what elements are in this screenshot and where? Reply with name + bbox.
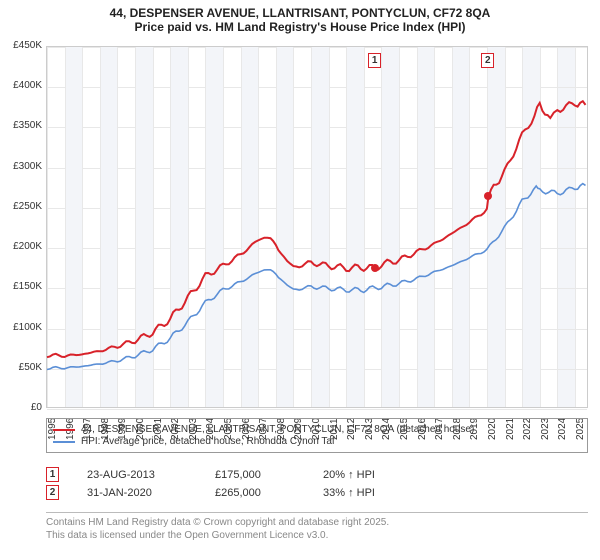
x-tick-label: 2024 <box>560 390 571 412</box>
x-tick-label: 1998 <box>103 390 114 412</box>
y-tick-label: £0 <box>2 402 42 413</box>
x-tick-label: 1997 <box>85 390 96 412</box>
table-row: 2 31-JAN-2020 £265,000 33% ↑ HPI <box>46 485 413 500</box>
sale-pct: 33% ↑ HPI <box>323 487 413 499</box>
sale-date: 31-JAN-2020 <box>87 487 187 499</box>
y-tick-label: £150K <box>2 281 42 292</box>
x-tick-label: 2010 <box>314 390 325 412</box>
x-tick-label: 2003 <box>191 390 202 412</box>
legend-row: HPI: Average price, detached house, Rhon… <box>53 436 581 447</box>
sale-marker-badge: 1 <box>46 467 59 482</box>
footer-line: This data is licensed under the Open Gov… <box>46 529 588 542</box>
y-tick-label: £300K <box>2 161 42 172</box>
sale-price: £265,000 <box>215 487 295 499</box>
y-tick-label: £50K <box>2 362 42 373</box>
x-tick-label: 1996 <box>68 390 79 412</box>
legend-row: 44, DESPENSER AVENUE, LLANTRISANT, PONTY… <box>53 424 581 435</box>
x-tick-label: 2018 <box>455 390 466 412</box>
x-tick-label: 2017 <box>437 390 448 412</box>
sale-marker-box: 1 <box>368 53 381 68</box>
x-tick-label: 2012 <box>349 390 360 412</box>
x-tick-label: 1995 <box>50 390 61 412</box>
legend-label: 44, DESPENSER AVENUE, LLANTRISANT, PONTY… <box>81 424 474 435</box>
legend: 44, DESPENSER AVENUE, LLANTRISANT, PONTY… <box>46 418 588 453</box>
x-tick-label: 2015 <box>402 390 413 412</box>
legend-label: HPI: Average price, detached house, Rhon… <box>81 436 335 447</box>
y-tick-label: £400K <box>2 80 42 91</box>
sales-table: 1 23-AUG-2013 £175,000 20% ↑ HPI 2 31-JA… <box>46 464 413 503</box>
x-tick-label: 2008 <box>279 390 290 412</box>
x-tick-label: 2022 <box>525 390 536 412</box>
sale-marker-badge: 2 <box>46 485 59 500</box>
footer-attribution: Contains HM Land Registry data © Crown c… <box>46 512 588 542</box>
x-tick-label: 2016 <box>420 390 431 412</box>
x-tick-label: 2009 <box>296 390 307 412</box>
y-tick-label: £450K <box>2 40 42 51</box>
table-row: 1 23-AUG-2013 £175,000 20% ↑ HPI <box>46 467 413 482</box>
series-property <box>47 101 586 357</box>
x-tick-label: 2006 <box>244 390 255 412</box>
sale-dot <box>484 192 492 200</box>
chart-title-sub: Price paid vs. HM Land Registry's House … <box>10 20 590 34</box>
x-tick-label: 2001 <box>156 390 167 412</box>
sale-date: 23-AUG-2013 <box>87 469 187 481</box>
x-tick-label: 2004 <box>208 390 219 412</box>
x-tick-label: 2002 <box>173 390 184 412</box>
y-tick-label: £350K <box>2 120 42 131</box>
x-tick-label: 1999 <box>120 390 131 412</box>
x-tick-label: 2019 <box>472 390 483 412</box>
x-tick-label: 2014 <box>384 390 395 412</box>
chart-container: 44, DESPENSER AVENUE, LLANTRISANT, PONTY… <box>0 0 600 560</box>
y-tick-label: £100K <box>2 322 42 333</box>
plot-area: 12 <box>46 46 588 408</box>
footer-line: Contains HM Land Registry data © Crown c… <box>46 516 588 529</box>
legend-swatch <box>53 441 75 443</box>
y-tick-label: £250K <box>2 201 42 212</box>
x-tick-label: 2007 <box>261 390 272 412</box>
sale-pct: 20% ↑ HPI <box>323 469 413 481</box>
y-tick-label: £200K <box>2 241 42 252</box>
sale-dot <box>371 264 379 272</box>
x-tick-label: 2021 <box>508 390 519 412</box>
chart-title-main: 44, DESPENSER AVENUE, LLANTRISANT, PONTY… <box>10 6 590 20</box>
sale-price: £175,000 <box>215 469 295 481</box>
x-tick-label: 2023 <box>543 390 554 412</box>
x-tick-label: 2005 <box>226 390 237 412</box>
title-block: 44, DESPENSER AVENUE, LLANTRISANT, PONTY… <box>0 0 600 34</box>
x-tick-label: 2025 <box>578 390 589 412</box>
sale-marker-box: 2 <box>481 53 494 68</box>
x-tick-label: 2000 <box>138 390 149 412</box>
x-tick-label: 2011 <box>332 390 343 412</box>
x-tick-label: 2013 <box>367 390 378 412</box>
legend-swatch <box>53 429 75 431</box>
x-tick-label: 2020 <box>490 390 501 412</box>
chart-svg <box>47 47 587 407</box>
